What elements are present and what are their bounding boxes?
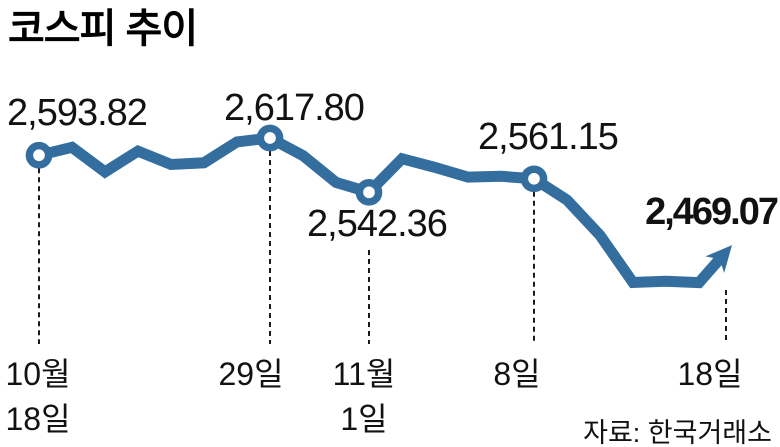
x-tick-nov01: 11월 1일 xyxy=(333,352,396,442)
x-tick-nov08: 8일 xyxy=(493,352,540,397)
x-tick-line: 29일 xyxy=(218,356,284,392)
value-label-nov01: 2,542.36 xyxy=(307,203,448,245)
value-label-oct18: 2,593.82 xyxy=(7,92,148,134)
x-tick-line: 18일 xyxy=(677,356,743,392)
x-tick-line: 1일 xyxy=(340,401,388,437)
x-tick-oct29: 29일 xyxy=(218,352,283,397)
x-tick-line: 8일 xyxy=(493,356,541,392)
trend-arrow-head xyxy=(705,245,732,273)
data-point-marker xyxy=(355,178,383,206)
data-point-marker xyxy=(256,124,284,152)
value-label-oct29: 2,617.80 xyxy=(224,87,365,129)
x-tick-line: 10월 xyxy=(5,356,71,392)
x-tick-oct18: 10월 18일 xyxy=(5,352,70,442)
x-tick-line: 11월 xyxy=(332,356,396,392)
value-label-nov18: 2,469.07 xyxy=(645,191,779,233)
data-point-marker xyxy=(25,141,53,169)
x-tick-nov18: 18일 xyxy=(677,352,742,397)
chart-title: 코스피 추이 xyxy=(8,7,198,51)
source-credit: 자료: 한국거래소 xyxy=(583,418,772,447)
value-label-nov08: 2,561.15 xyxy=(478,116,619,158)
kospi-line xyxy=(37,132,728,289)
data-point-marker xyxy=(520,165,548,193)
x-tick-line: 18일 xyxy=(5,401,71,437)
